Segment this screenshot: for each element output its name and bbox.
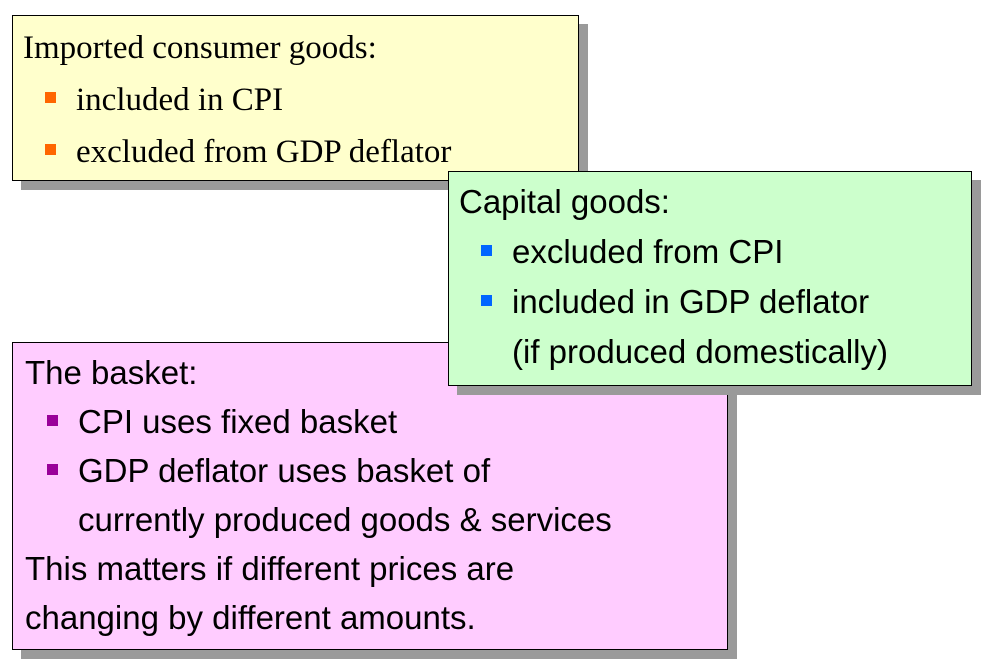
imported-bullet-cpi: included in CPI [23, 74, 578, 126]
bullet-text: GDP deflator uses basket of currently pr… [78, 446, 612, 544]
square-bullet-icon [481, 245, 492, 256]
basket-box: The basket: CPI uses fixed basket GDP de… [12, 342, 728, 650]
bullet-line: CPI uses fixed basket [78, 403, 398, 440]
bullet-line: currently produced goods & services [78, 501, 612, 538]
capital-bullet-gdp: included in GDP deflator (if produced do… [459, 277, 971, 377]
square-bullet-icon [45, 92, 56, 103]
capital-goods-heading: Capital goods: [459, 183, 670, 220]
basket-bullet-cpi: CPI uses fixed basket [25, 397, 727, 446]
basket-heading: The basket: [25, 354, 198, 391]
basket-footer-line: changing by different amounts. [25, 599, 476, 636]
basket-footer-line: This matters if different prices are [25, 550, 515, 587]
square-bullet-icon [481, 295, 492, 306]
imported-bullet-gdp: excluded from GDP deflator [23, 126, 578, 178]
bullet-text: CPI uses fixed basket [78, 397, 397, 446]
square-bullet-icon [47, 415, 58, 426]
bullet-text: excluded from CPI [512, 227, 783, 277]
bullet-text: excluded from GDP deflator [76, 134, 452, 170]
imported-goods-heading: Imported consumer goods: [23, 30, 377, 66]
square-bullet-icon [45, 144, 56, 155]
bullet-line: (if produced domestically) [512, 333, 888, 370]
bullet-text: included in CPI [76, 82, 284, 118]
basket-bullet-gdp: GDP deflator uses basket of currently pr… [25, 446, 727, 544]
bullet-line: excluded from CPI [512, 233, 784, 270]
bullet-line: GDP deflator uses basket of [78, 452, 491, 489]
square-bullet-icon [47, 464, 58, 475]
bullet-text: included in GDP deflator (if produced do… [512, 277, 888, 377]
capital-goods-box: Capital goods: excluded from CPI include… [448, 171, 972, 386]
imported-goods-box: Imported consumer goods: included in CPI… [12, 15, 579, 181]
capital-bullet-cpi: excluded from CPI [459, 227, 971, 277]
bullet-line: included in GDP deflator [512, 283, 870, 320]
